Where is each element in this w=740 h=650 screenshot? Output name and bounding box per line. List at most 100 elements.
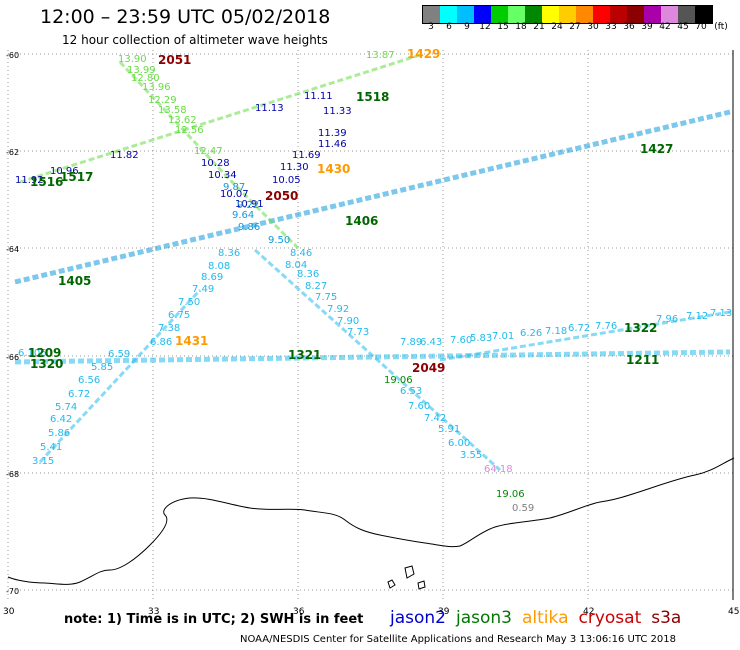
satellite-tracks xyxy=(14,53,731,472)
satellite-track xyxy=(253,248,502,472)
wave-height-label: 11.69 xyxy=(292,150,321,161)
legend-swatch xyxy=(491,6,508,23)
legend-unit: (ft) xyxy=(714,22,728,32)
wave-height-label: 11.82 xyxy=(110,150,139,161)
wave-height-label: 7.75 xyxy=(315,292,337,303)
legend-swatch xyxy=(440,6,457,23)
wave-height-label: 5.41 xyxy=(40,442,62,453)
time-label: 1406 xyxy=(345,214,378,228)
wave-height-label: 7.90 xyxy=(337,316,359,327)
coastline xyxy=(7,457,735,585)
lon-tick-label: 45 xyxy=(728,607,739,617)
legend-label: 27 xyxy=(569,22,581,32)
time-label: 1518 xyxy=(356,90,389,104)
time-label: 1209 xyxy=(28,346,61,360)
wave-height-label: 7.76 xyxy=(595,321,617,332)
wave-height-label: 8.36 xyxy=(218,248,240,259)
legend-swatch xyxy=(457,6,474,23)
wave-height-label: 12.56 xyxy=(175,125,204,136)
lon-tick-label: 33 xyxy=(148,607,159,617)
wave-height-label: 5.74 xyxy=(55,402,77,413)
lat-tick-label: -68 xyxy=(6,470,19,479)
wave-height-label: 9.22 xyxy=(237,200,259,211)
legend-label: 42 xyxy=(659,22,671,32)
wave-height-label: 13.87 xyxy=(366,50,395,61)
legend-swatch xyxy=(474,6,491,23)
wave-height-label: 13.99 xyxy=(127,65,156,76)
legend-labels: 3 6 9 12 15 18 21 24 27 30 33 36 39 42 45 70 (ft) xyxy=(422,22,730,32)
wave-height-label: 11.30 xyxy=(280,162,309,173)
wave-height-label: 11.33 xyxy=(323,106,352,117)
legend-label: 6 xyxy=(446,22,452,32)
wave-height-label: 7.42 xyxy=(424,413,446,424)
wave-height-label: 6.86 xyxy=(150,337,172,348)
wave-height-label: 6.26 xyxy=(520,328,542,339)
wave-height-label: 12.47 xyxy=(194,146,223,157)
satellite-track xyxy=(439,310,731,362)
time-label: 1405 xyxy=(58,274,91,288)
wave-height-label: 12.80 xyxy=(131,73,160,84)
satellite-track xyxy=(19,53,421,184)
wave-height-label: 64.18 xyxy=(484,464,513,475)
wave-height-label: 8.46 xyxy=(290,248,312,259)
legend-label: 12 xyxy=(479,22,491,32)
time-label: 1322 xyxy=(624,321,657,335)
lat-tick-label: -64 xyxy=(6,245,19,254)
legend-swatch xyxy=(593,6,610,23)
wave-height-label: 11.39 xyxy=(318,128,347,139)
wave-height-label: 8.04 xyxy=(285,260,307,271)
wave-height-label: 19.06 xyxy=(384,375,413,386)
wave-height-label: 11.11 xyxy=(304,91,333,102)
legend-label: 3 xyxy=(428,22,434,32)
time-label: 2049 xyxy=(412,361,445,375)
wave-height-label: 9.87 xyxy=(223,182,245,193)
time-label: 1320 xyxy=(30,357,63,371)
color-legend xyxy=(422,5,713,24)
wave-height-label: 8.69 xyxy=(201,272,223,283)
legend-label: 45 xyxy=(677,22,689,32)
lat-tick-label: -66 xyxy=(6,353,19,362)
satellite-cryosat: cryosat xyxy=(578,608,642,628)
wave-height-label: 6.00 xyxy=(448,438,470,449)
legend-swatch xyxy=(508,6,525,23)
lon-tick-label: 36 xyxy=(293,607,305,617)
wave-height-label: 7.01 xyxy=(492,331,514,342)
legend-swatch xyxy=(542,6,559,23)
satellite-legend: jason2 jason3 altika cryosat s3a xyxy=(390,608,691,628)
wave-height-label: 0.59 xyxy=(512,503,534,514)
wave-height-label: 8.36 xyxy=(297,269,319,280)
wave-height-label: 6.56 xyxy=(78,375,100,386)
legend-swatch xyxy=(695,6,712,23)
legend-swatch xyxy=(610,6,627,23)
wave-height-label: 7.38 xyxy=(158,323,180,334)
legend-swatch xyxy=(525,6,542,23)
legend-label: 9 xyxy=(464,22,470,32)
legend-swatch xyxy=(423,6,440,23)
lon-tick-label: 42 xyxy=(583,607,594,617)
wave-height-label: 10.07 xyxy=(220,189,249,200)
legend-swatch xyxy=(644,6,661,23)
wave-height-label: 5.91 xyxy=(438,424,460,435)
time-label: 1427 xyxy=(640,142,673,156)
satellite-jason3: jason3 xyxy=(456,608,512,628)
wave-height-label: 6.75 xyxy=(168,310,190,321)
satellite-s3a: s3a xyxy=(651,608,682,628)
legend-label: 36 xyxy=(623,22,635,32)
legend-swatch xyxy=(661,6,678,23)
time-label: 2050 xyxy=(265,189,298,203)
legend-label: 15 xyxy=(497,22,509,32)
wave-height-label: 6.72 xyxy=(568,323,590,334)
wave-height-label: 13.96 xyxy=(142,82,171,93)
wave-height-label: 7.60 xyxy=(450,335,472,346)
wave-height-label: 7.49 xyxy=(192,284,214,295)
legend-label: 39 xyxy=(641,22,653,32)
wave-height-label: 7.13 xyxy=(710,308,732,319)
time-label: 2051 xyxy=(158,53,191,67)
time-label: 1517 xyxy=(60,170,93,184)
lat-tick-label: -62 xyxy=(6,148,19,157)
legend-label: 70 xyxy=(695,22,707,32)
legend-swatch xyxy=(576,6,593,23)
lon-tick-label: 30 xyxy=(3,607,15,617)
